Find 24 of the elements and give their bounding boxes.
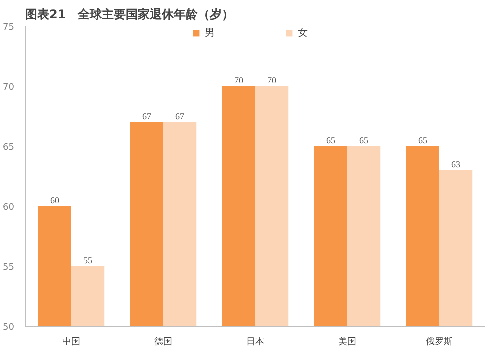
chart-title: 图表21 全球主要国家退休年龄（岁）: [26, 8, 234, 22]
data-label: 55: [84, 256, 94, 266]
data-label: 65: [326, 136, 336, 146]
x-tick-label: 美国: [338, 336, 356, 348]
data-label: 63: [452, 160, 462, 170]
x-tick-label: 俄罗斯: [426, 336, 453, 348]
y-tick-label: 60: [3, 203, 15, 213]
data-label: 70: [268, 76, 278, 86]
y-tick-label: 65: [3, 143, 14, 153]
data-label: 65: [360, 136, 370, 146]
y-tick-label: 55: [3, 263, 14, 273]
y-tick-label: 75: [3, 23, 14, 33]
x-tick-label: 日本: [246, 336, 264, 348]
x-tick-label: 中国: [62, 336, 80, 348]
legend-label: 男: [205, 27, 216, 40]
y-tick-label: 70: [3, 83, 15, 93]
y-tick-label: 50: [3, 323, 15, 333]
data-label: 67: [142, 112, 152, 122]
data-label: 67: [176, 112, 186, 122]
data-label: 65: [418, 136, 428, 146]
data-label: 60: [50, 196, 60, 206]
legend-label: 女: [298, 27, 309, 40]
data-label: 70: [234, 76, 244, 86]
x-tick-label: 德国: [154, 336, 172, 348]
